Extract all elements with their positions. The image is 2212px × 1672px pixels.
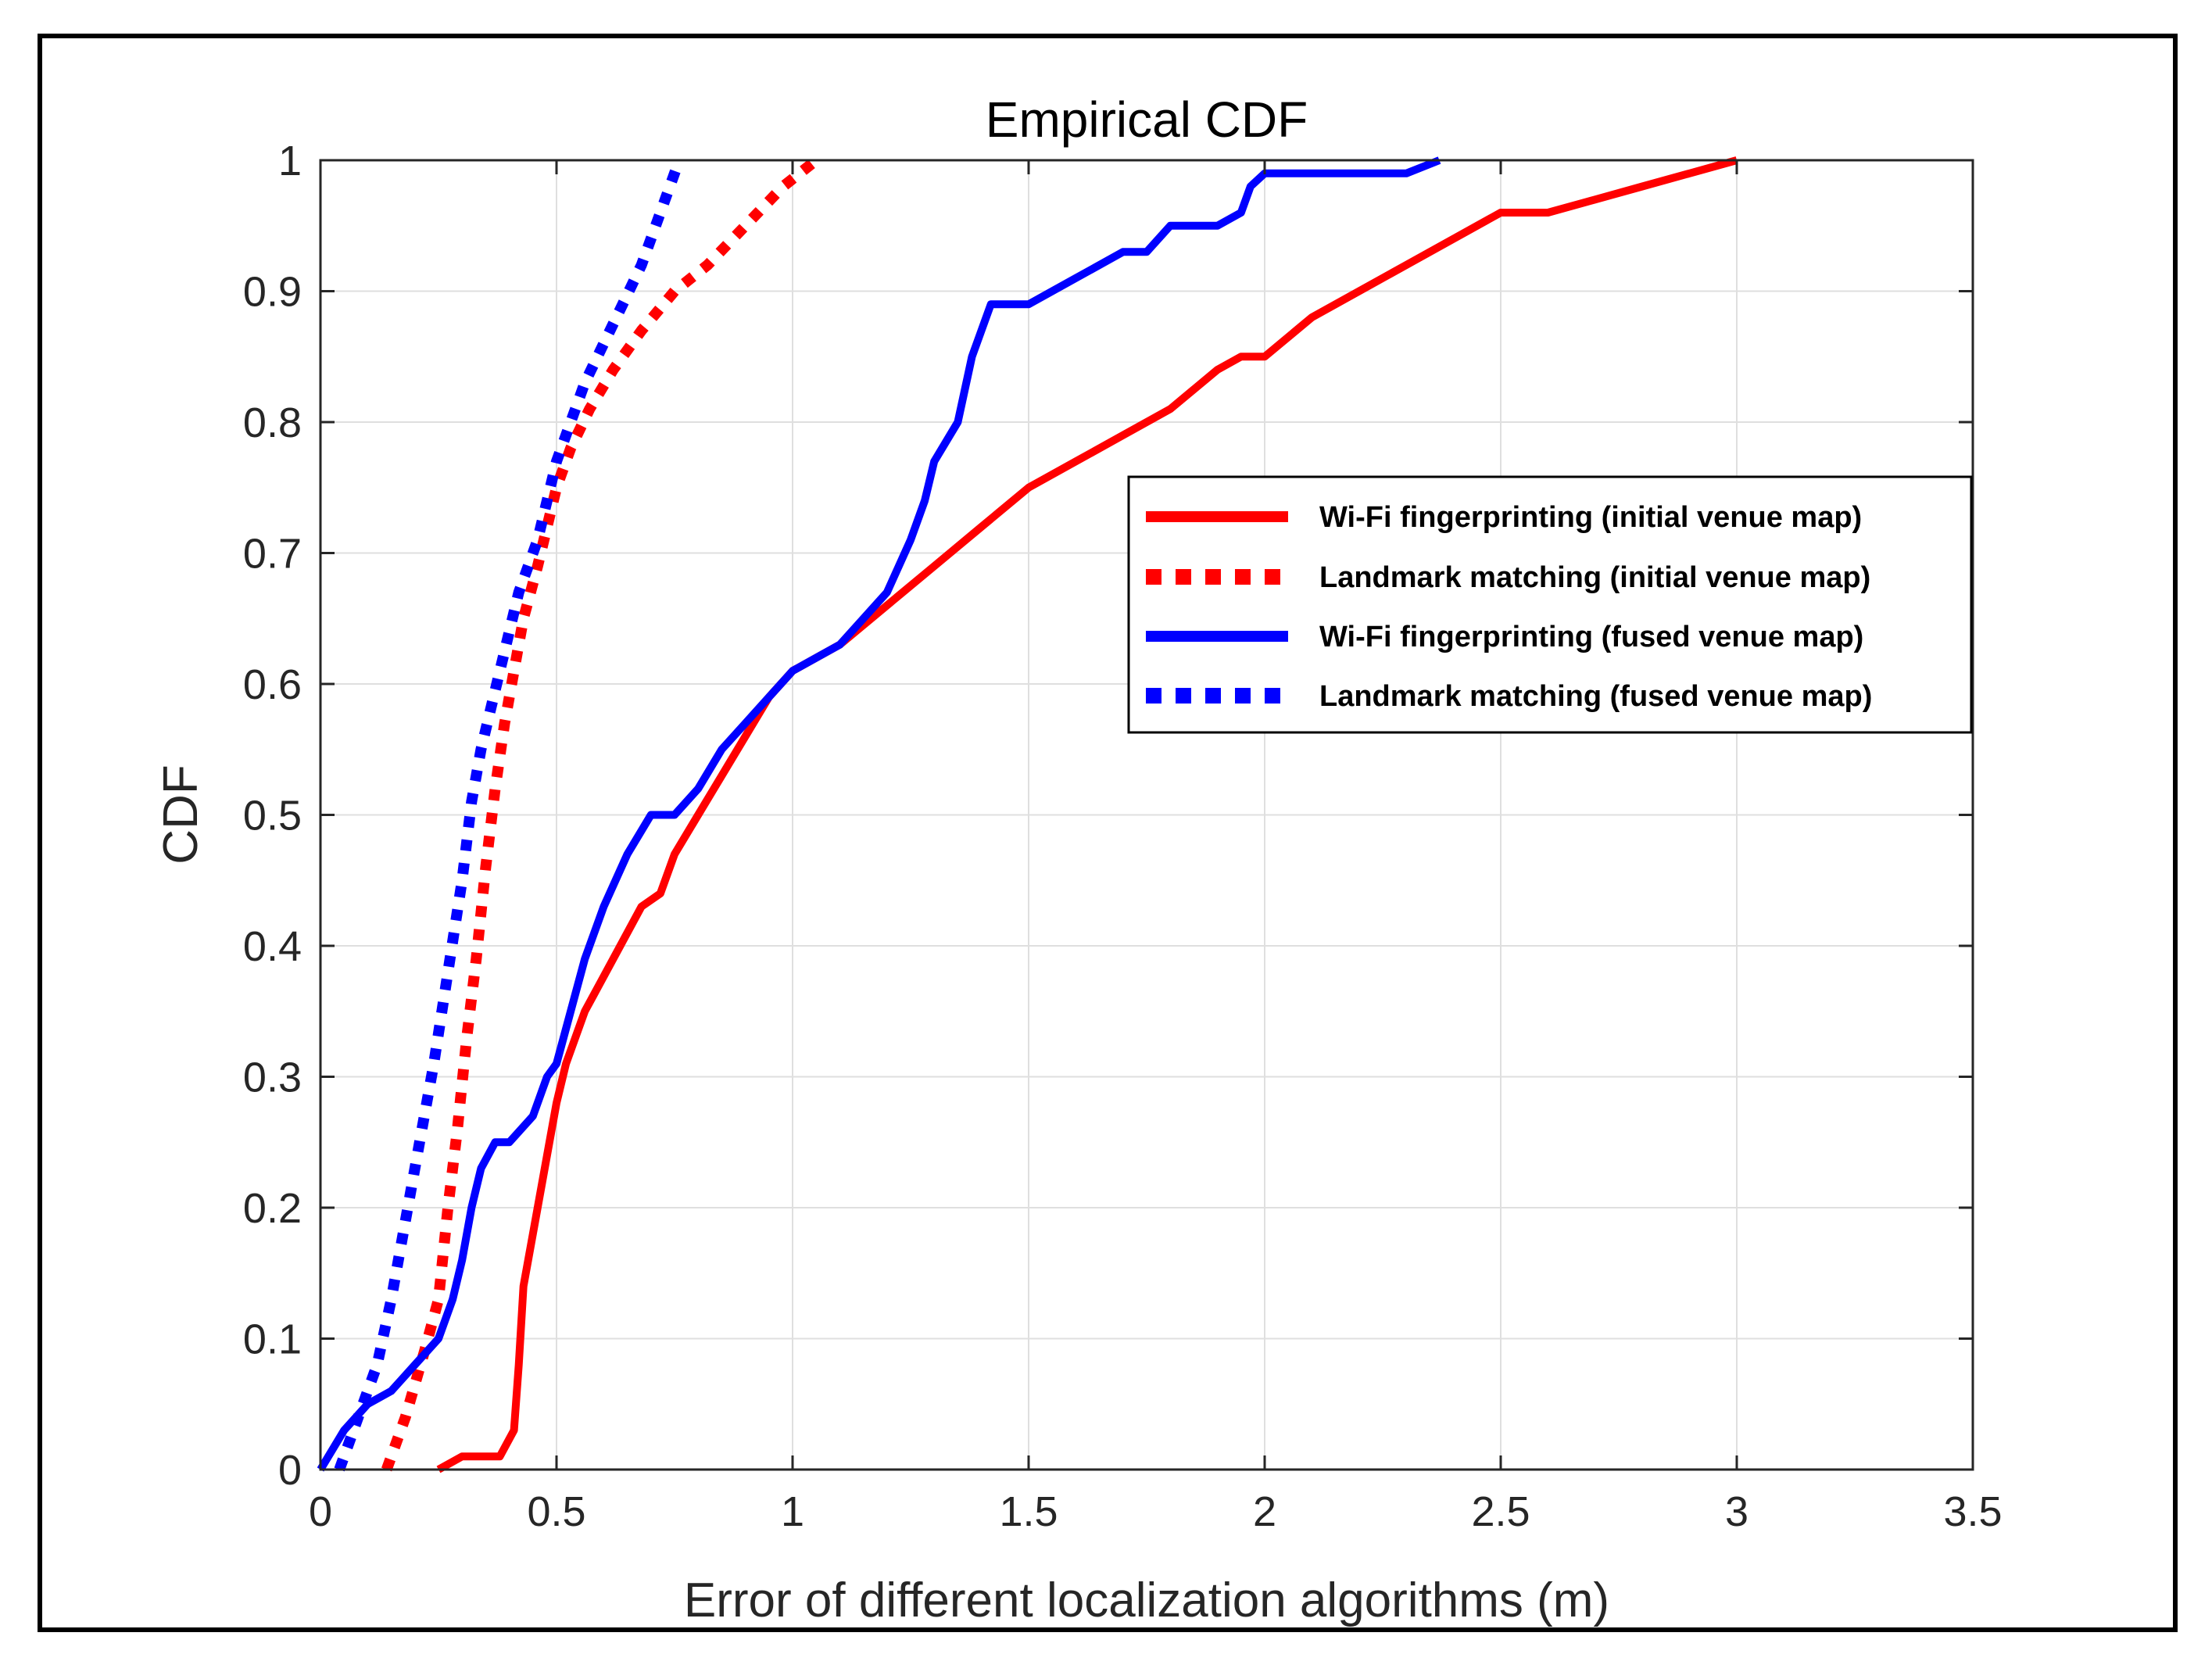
x-tick-label: 0 xyxy=(309,1488,332,1535)
x-tick-label: 1.5 xyxy=(999,1488,1058,1535)
y-tick-label: 0.8 xyxy=(243,399,302,446)
y-tick-label: 0.1 xyxy=(243,1316,302,1363)
grid xyxy=(320,160,1973,1470)
y-tick-label: 0.4 xyxy=(243,923,302,970)
x-tick-label: 3 xyxy=(1725,1488,1748,1535)
x-tick-label: 1 xyxy=(781,1488,804,1535)
series-line-3 xyxy=(317,156,1441,1472)
ticks: 0 0.5 1 1.5 2 2.5 3 3.5 0 0.1 0.2 0.3 0.4 0.5 0.6 0.7 0.… xyxy=(243,138,2003,1535)
x-tick-label: 3.5 xyxy=(1943,1488,2002,1535)
x-tick-label: 2 xyxy=(1253,1488,1276,1535)
legend-label-4: Landmark matching (fused venue map) xyxy=(1319,680,1872,713)
y-tick-label: 0.2 xyxy=(243,1185,302,1232)
legend: Wi-Fi fingerprinting (initial venue map)… xyxy=(1127,475,1973,734)
series-line-4 xyxy=(334,158,685,1472)
legend-label-3: Wi-Fi fingerprinting (fused venue map) xyxy=(1319,621,1863,653)
chart-title: Empirical CDF xyxy=(986,91,1308,148)
y-tick-label: 0.5 xyxy=(243,793,302,840)
y-tick-label: 0.9 xyxy=(243,269,302,316)
y-tick-label: 0.3 xyxy=(243,1054,302,1101)
y-tick-label: 1 xyxy=(278,138,302,184)
series-group xyxy=(317,156,1738,1473)
y-tick-label: 0.7 xyxy=(243,531,302,578)
legend-label-1: Wi-Fi fingerprinting (initial venue map) xyxy=(1319,501,1862,534)
y-tick-label: 0 xyxy=(278,1447,302,1494)
y-tick-label: 0.6 xyxy=(243,661,302,708)
legend-label-2: Landmark matching (initial venue map) xyxy=(1319,561,1870,594)
x-tick-label: 0.5 xyxy=(527,1488,585,1535)
x-axis-title: Error of different localization algorith… xyxy=(684,1574,1609,1627)
x-tick-label: 2.5 xyxy=(1471,1488,1530,1535)
y-axis-title: CDF xyxy=(154,764,208,864)
